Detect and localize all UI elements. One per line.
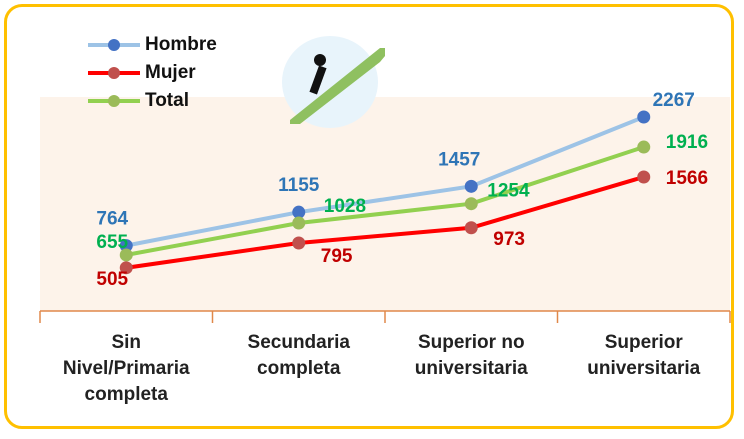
series-line — [125, 115, 645, 248]
x-tick-label: Secundaria completa — [247, 332, 350, 379]
marker — [119, 261, 133, 275]
series-line — [125, 175, 645, 270]
legend-label: Hombre — [145, 34, 217, 55]
data-label: 1457 — [438, 149, 480, 170]
data-label: 1916 — [666, 132, 708, 153]
data-label: 795 — [321, 246, 353, 267]
marker — [637, 170, 651, 184]
marker — [637, 140, 651, 154]
legend-marker — [108, 95, 120, 107]
data-label: 1566 — [666, 168, 708, 189]
marker — [292, 236, 306, 250]
marker — [119, 239, 133, 253]
legend-label: Total — [145, 90, 189, 111]
marker — [292, 216, 306, 230]
data-label: 1155 — [278, 175, 320, 196]
marker — [464, 221, 478, 235]
data-label: 973 — [493, 229, 525, 250]
data-label: 1028 — [324, 196, 366, 217]
data-label: 655 — [96, 232, 128, 253]
legend-label: Mujer — [145, 62, 196, 83]
legend-marker — [108, 67, 120, 79]
data-label: 1254 — [487, 181, 530, 202]
x-tick-label: Superior universitaria — [587, 332, 701, 379]
data-label: 505 — [96, 269, 128, 290]
marker — [464, 197, 478, 211]
plot-area — [40, 97, 730, 311]
marker — [119, 248, 133, 262]
marker — [637, 110, 651, 124]
marker — [292, 205, 306, 219]
x-tick-label: Superior no universitaria — [414, 332, 528, 379]
x-tick-label: Sin Nivel/Primaria completa — [62, 332, 190, 405]
series-line — [125, 145, 645, 257]
marker — [464, 179, 478, 193]
stairs-icon — [282, 36, 385, 128]
data-label: 764 — [96, 209, 128, 230]
chart-frame — [4, 4, 734, 429]
data-label: 2267 — [653, 90, 695, 111]
legend-marker — [108, 39, 120, 51]
